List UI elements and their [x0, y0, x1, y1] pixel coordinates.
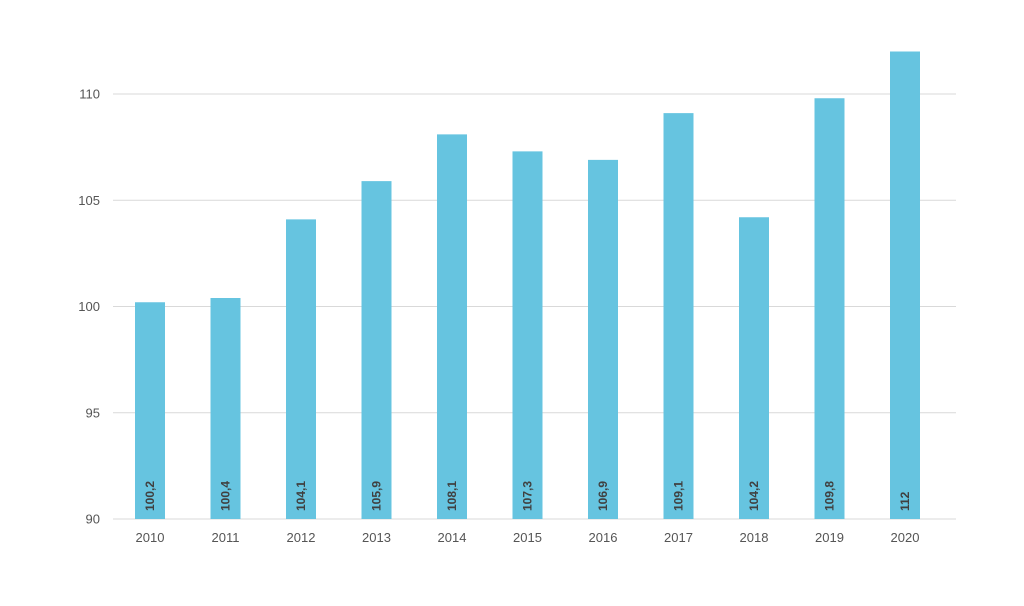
x-tick-label-2019: 2019 — [815, 530, 844, 545]
y-tick-label: 110 — [79, 87, 100, 102]
x-tick-label-2014: 2014 — [438, 530, 467, 545]
bar-2011 — [210, 298, 241, 519]
x-tick-label-2013: 2013 — [362, 530, 391, 545]
x-tick-label-2015: 2015 — [513, 530, 542, 545]
bar-2010 — [135, 302, 165, 519]
bar-2012 — [286, 219, 316, 519]
bars — [135, 51, 920, 519]
x-tick-label-2017: 2017 — [664, 530, 693, 545]
bar-2020 — [890, 51, 920, 519]
x-tick-label-2018: 2018 — [740, 530, 769, 545]
x-tick-label-2010: 2010 — [136, 530, 165, 545]
data-label-2011: 100,4 — [219, 481, 233, 511]
data-label-2016: 106,9 — [596, 481, 610, 511]
x-tick-label-2011: 2011 — [212, 530, 240, 545]
data-label-2014: 108,1 — [445, 481, 459, 511]
y-tick-label: 90 — [86, 512, 100, 527]
bar-2014 — [437, 134, 467, 519]
y-axis-ticks: 90 95 100 105 110 — [78, 87, 100, 527]
bar-2013 — [361, 181, 392, 519]
bar-2018 — [739, 217, 769, 519]
bar-2015 — [512, 151, 543, 519]
y-tick-label: 100 — [78, 299, 100, 314]
x-tick-label-2016: 2016 — [589, 530, 618, 545]
data-label-2012: 104,1 — [294, 481, 308, 511]
data-label-2018: 104,2 — [747, 481, 761, 511]
data-label-2020: 112 — [898, 491, 912, 511]
data-label-2015: 107,3 — [521, 481, 535, 511]
x-axis-ticks: 2010 2011 2012 2013 2014 2015 2016 2017 2018 2019… — [136, 530, 920, 545]
data-label-2013: 105,9 — [370, 481, 384, 511]
y-tick-label: 105 — [78, 193, 100, 208]
x-tick-label-2012: 2012 — [287, 530, 316, 545]
y-tick-label: 95 — [86, 405, 100, 420]
bar-2016 — [588, 159, 618, 519]
data-label-2019: 109,8 — [823, 481, 837, 511]
bar-2019 — [814, 98, 845, 519]
x-tick-label-2020: 2020 — [891, 530, 920, 545]
bar-2017 — [663, 113, 694, 519]
data-labels: 100,2 100,4 104,1 105,9 108,1 107,3 106,9 109,1… — [143, 481, 912, 511]
data-label-2017: 109,1 — [672, 481, 686, 511]
data-label-2010: 100,2 — [143, 481, 157, 511]
